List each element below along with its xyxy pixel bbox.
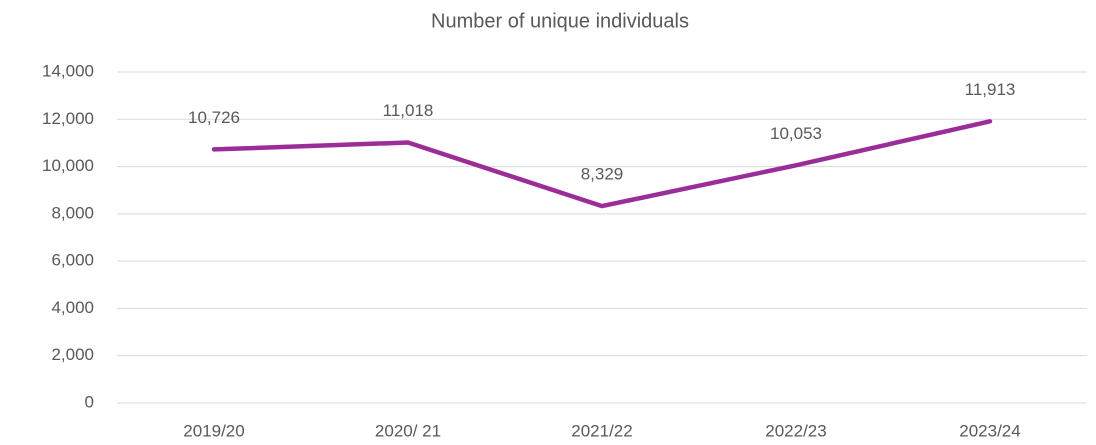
- y-tick-label: 8,000: [51, 203, 94, 222]
- data-label: 10,053: [770, 124, 822, 143]
- y-tick-label: 10,000: [42, 156, 94, 175]
- x-tick-label: 2020/ 21: [375, 421, 441, 440]
- data-label: 11,913: [965, 80, 1016, 99]
- y-tick-label: 4,000: [51, 298, 94, 317]
- data-label: 11,018: [383, 101, 434, 120]
- data-label: 10,726: [188, 108, 240, 127]
- x-tick-label: 2022/23: [765, 421, 826, 440]
- chart-title: Number of unique individuals: [431, 10, 689, 32]
- x-tick-label: 2023/24: [959, 421, 1020, 440]
- x-tick-label: 2021/22: [571, 421, 632, 440]
- y-tick-label: 12,000: [42, 109, 94, 128]
- y-tick-label: 14,000: [42, 61, 94, 80]
- data-label: 8,329: [581, 165, 624, 184]
- y-tick-label: 6,000: [51, 251, 94, 270]
- y-tick-label: 0: [85, 392, 94, 411]
- series-line: [211, 119, 993, 209]
- x-tick-label: 2019/20: [183, 421, 244, 440]
- y-tick-label: 2,000: [51, 345, 94, 364]
